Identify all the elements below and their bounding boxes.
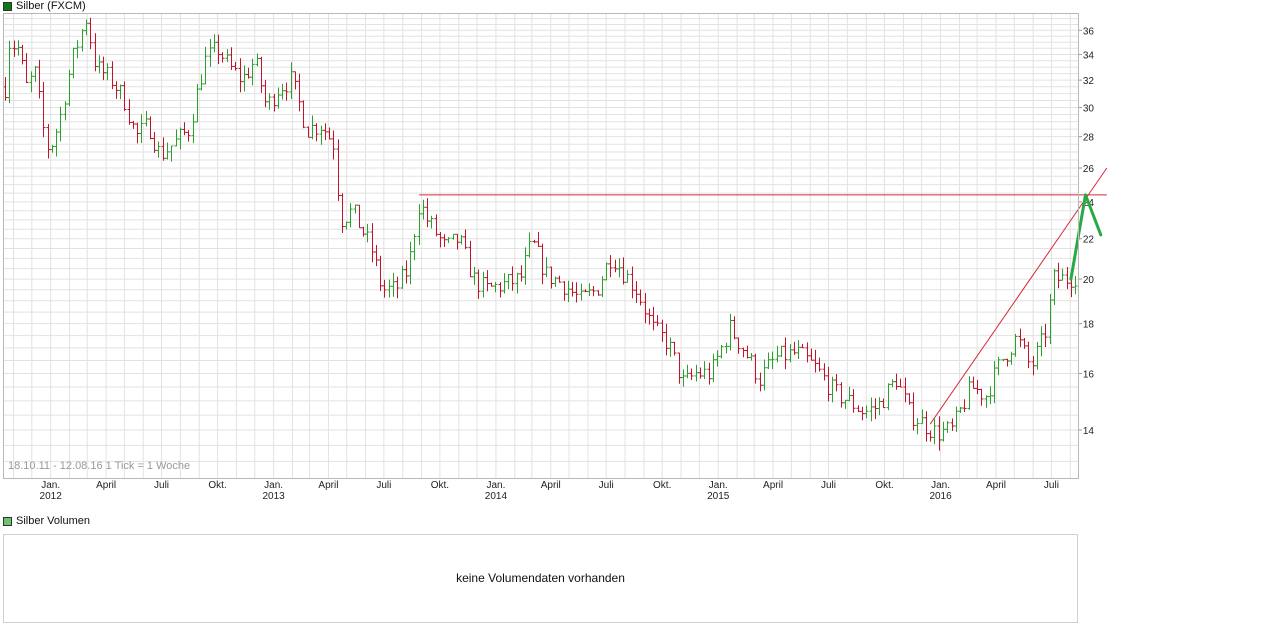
x-tick-year: 2015 xyxy=(707,491,730,502)
volume-empty-message: keine Volumendaten vorhanden xyxy=(456,571,625,585)
x-tick-label: April xyxy=(986,480,1006,491)
x-tick-label: Okt. xyxy=(653,480,671,491)
y-tick-label: 14 xyxy=(1083,426,1095,437)
y-tick-label: 28 xyxy=(1083,133,1095,144)
x-tick-label: Okt. xyxy=(875,480,893,491)
forecast-arrow xyxy=(1069,193,1103,281)
x-tick-label: Juli xyxy=(821,480,836,491)
x-tick-label: April xyxy=(96,480,116,491)
x-tick-label: Juli xyxy=(376,480,391,491)
volume-panel: keine Volumendaten vorhanden xyxy=(3,534,1078,623)
x-tick-label: Jan. xyxy=(264,480,283,491)
y-tick-label: 22 xyxy=(1083,235,1095,246)
volume-title: Silber Volumen xyxy=(16,515,90,527)
chart-annotations xyxy=(419,167,1108,425)
x-tick-year: 2012 xyxy=(40,491,63,502)
chart-title: Silber (FXCM) xyxy=(16,0,86,12)
y-tick-label: 34 xyxy=(1083,50,1095,61)
y-tick-label: 30 xyxy=(1083,103,1095,114)
x-tick-label: Jan. xyxy=(709,480,728,491)
x-tick-year: 2016 xyxy=(929,491,952,502)
volume-legend-swatch xyxy=(3,517,12,526)
y-tick-label: 20 xyxy=(1083,275,1095,286)
x-tick-year: 2013 xyxy=(262,491,285,502)
y-tick-label: 26 xyxy=(1083,164,1095,175)
y-tick-label: 16 xyxy=(1083,370,1095,381)
y-tick-label: 18 xyxy=(1083,320,1095,331)
uptrend-line xyxy=(929,167,1108,425)
price-legend-swatch xyxy=(3,2,12,11)
plot-border xyxy=(3,13,1079,479)
x-tick-label: April xyxy=(318,480,338,491)
x-tick-label: April xyxy=(541,480,561,491)
date-range-label: 18.10.11 - 12.08.16 1 Tick = 1 Woche xyxy=(8,460,190,472)
x-tick-label: Okt. xyxy=(208,480,226,491)
x-tick-year: 2014 xyxy=(485,491,508,502)
x-tick-label: Juli xyxy=(599,480,614,491)
x-tick-label: Jan. xyxy=(41,480,60,491)
y-tick-label: 36 xyxy=(1083,26,1095,37)
x-tick-label: April xyxy=(763,480,783,491)
x-tick-label: Juli xyxy=(154,480,169,491)
y-tick-label: 32 xyxy=(1083,76,1095,87)
x-tick-label: Juli xyxy=(1044,480,1059,491)
x-tick-label: Jan. xyxy=(931,480,950,491)
x-tick-label: Okt. xyxy=(431,480,449,491)
ohlc-bars xyxy=(3,17,1078,451)
chart-grid xyxy=(3,13,1078,478)
x-tick-label: Jan. xyxy=(486,480,505,491)
